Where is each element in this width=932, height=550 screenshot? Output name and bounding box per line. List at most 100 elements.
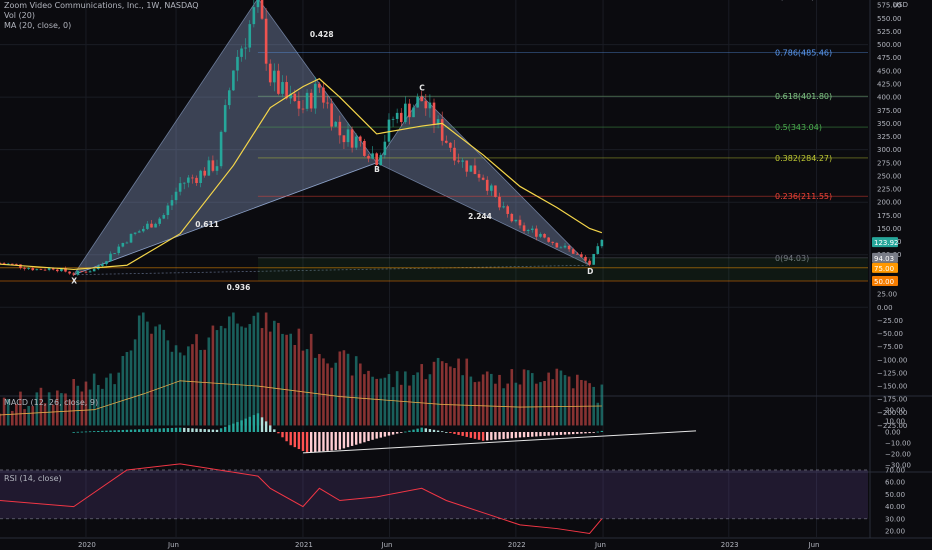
macd-bar (129, 429, 133, 432)
macd-bar (338, 432, 342, 450)
time-axis-label: 2023 (721, 541, 739, 549)
candle-body (461, 160, 464, 162)
candle-body (326, 102, 329, 104)
volume-bar (219, 325, 223, 426)
candle-body (428, 102, 432, 109)
macd-bar (97, 430, 100, 432)
time-axis-label: Jun (808, 541, 820, 549)
macd-bar (580, 432, 583, 434)
candle-body (293, 93, 297, 102)
volume-bar (551, 379, 555, 426)
macd-axis-tick: −30.00 (885, 462, 911, 470)
volume-bar (133, 339, 137, 426)
price-axis-tick: 275.00 (877, 159, 902, 167)
volume-bar (436, 357, 440, 426)
macd-bar (453, 432, 456, 434)
macd-bar (465, 432, 468, 437)
macd-bar (563, 432, 567, 435)
volume-bar (477, 381, 481, 426)
volume-bar (301, 350, 305, 426)
candle-body (547, 237, 550, 242)
volume-bar (252, 315, 256, 426)
macd-bar (350, 432, 354, 446)
volume-bar (60, 393, 63, 426)
macd-bar (404, 431, 407, 433)
candle-body (281, 82, 284, 94)
macd-bar (170, 427, 174, 432)
macd-bar (101, 430, 104, 432)
candle-body (543, 233, 546, 238)
candle-body (301, 108, 305, 110)
volume-bar (485, 371, 489, 426)
candle-body (309, 92, 313, 109)
fib-level-label: 0.5(343.04) (775, 123, 822, 132)
volume-bar (543, 380, 546, 426)
candle-body (490, 185, 493, 191)
volume-bar (56, 390, 59, 426)
candle-body (240, 48, 243, 57)
volume-bar (215, 330, 219, 426)
price-badge (872, 276, 898, 286)
macd-bar (391, 432, 395, 435)
macd-bar (469, 432, 473, 438)
macd-bar (285, 432, 288, 442)
macd-bar (154, 428, 157, 432)
volume-bar (162, 329, 166, 426)
rsi-axis-tick: 20.00 (885, 528, 905, 536)
candle-body (203, 170, 207, 176)
macd-bar (215, 429, 219, 432)
candle-body (166, 205, 170, 216)
macd-bar (146, 428, 149, 432)
candle-body (162, 215, 166, 219)
volume-bar (285, 334, 288, 426)
volume-bar (84, 381, 88, 426)
macd-bar (199, 428, 202, 432)
volume-bar (346, 353, 350, 426)
macd-bar (105, 430, 108, 432)
price-axis-tick: 450.00 (877, 67, 902, 75)
candles (0, 0, 604, 426)
candle-body (453, 147, 456, 161)
volume-bar (359, 363, 362, 426)
candle-body (195, 177, 198, 184)
macd-bar (236, 422, 239, 432)
macd-bar (125, 429, 129, 432)
macd-bar (273, 429, 276, 432)
price-axis-tick: 0.00 (877, 304, 893, 312)
volume-bar (80, 391, 84, 426)
candle-body (449, 142, 452, 148)
price-axis-tick: −75.00 (877, 343, 903, 351)
candle-body (6, 263, 10, 265)
fib-level-label: 0(94.03) (775, 254, 809, 263)
moving-average-label: MA (20, close, 0) (4, 21, 72, 30)
candle-body (223, 105, 227, 132)
macd-bar (412, 429, 415, 432)
candle-body (191, 177, 194, 179)
candle-body (268, 63, 272, 83)
macd-bar (191, 428, 194, 432)
candle-body (207, 160, 211, 176)
candle-body (567, 245, 571, 250)
volume-bar (158, 324, 161, 426)
volume-bar (31, 406, 35, 426)
candle-body (584, 256, 587, 261)
volume-bar (15, 404, 18, 426)
candle-body (72, 273, 75, 275)
volume-bar (51, 404, 55, 426)
macd-axis-tick: 10.00 (885, 418, 905, 426)
macd-bar (420, 427, 423, 432)
candle-body (113, 253, 116, 254)
candle-body (510, 213, 514, 222)
macd-bar (84, 431, 88, 433)
volume-bar (305, 349, 309, 426)
macd-bar (510, 432, 513, 439)
candle-body (404, 103, 407, 123)
time-axis-label: Jun (381, 541, 393, 549)
candle-body (346, 129, 350, 143)
volume-bar (326, 363, 329, 426)
rsi-axis-tick: 30.00 (885, 515, 905, 523)
candle-body (408, 103, 411, 118)
macd-bar (219, 428, 223, 432)
volume-bar (584, 380, 587, 426)
candle-body (555, 242, 559, 248)
